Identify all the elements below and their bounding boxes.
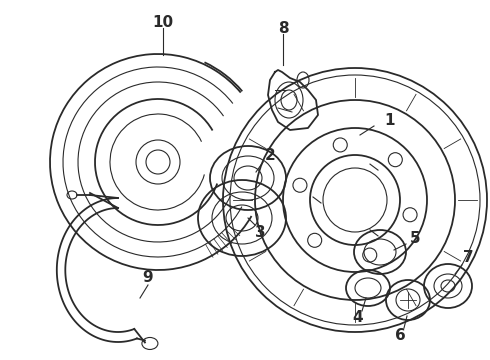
Text: 7: 7 [463,251,473,266]
Text: 5: 5 [410,230,420,246]
Text: 2: 2 [265,148,275,162]
Text: 8: 8 [278,21,288,36]
Text: 1: 1 [385,113,395,127]
Text: 3: 3 [255,225,265,239]
Text: 9: 9 [143,270,153,285]
Text: 10: 10 [152,14,173,30]
Text: 6: 6 [394,328,405,342]
Text: 4: 4 [353,310,363,325]
